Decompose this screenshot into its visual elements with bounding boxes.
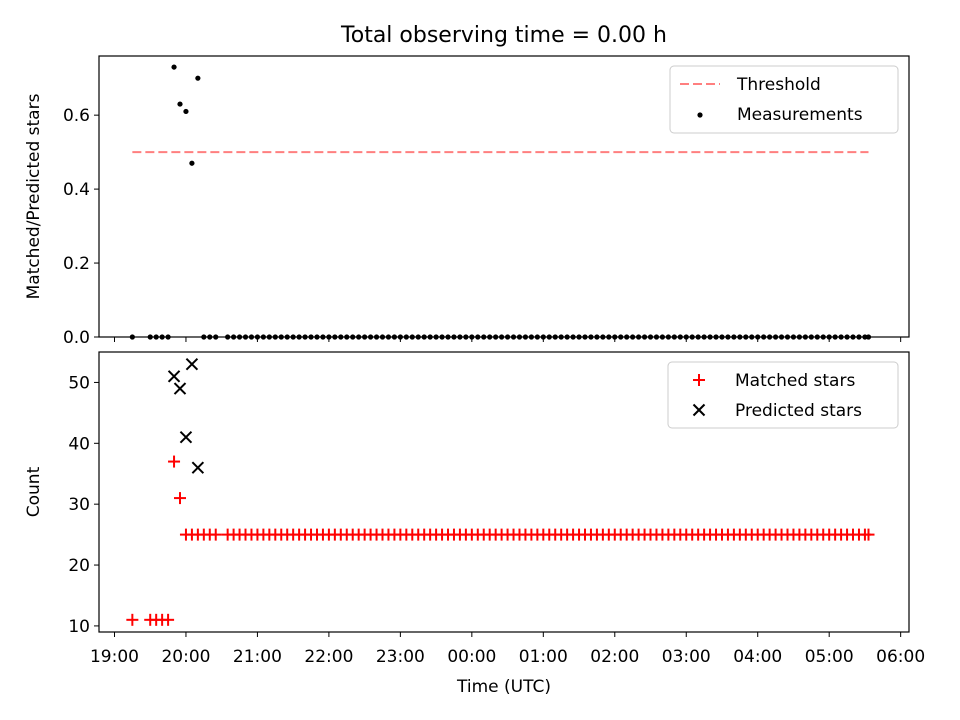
chart-title: Total observing time = 0.00 h bbox=[340, 23, 667, 48]
predicted-star-point bbox=[167, 370, 181, 383]
y-tick-label: 0.4 bbox=[63, 180, 90, 200]
predicted-star-point bbox=[185, 357, 199, 371]
legend: Matched stars Predicted stars bbox=[667, 361, 899, 429]
measurement-point bbox=[171, 64, 177, 70]
legend: Threshold Measurements bbox=[669, 65, 899, 134]
x-tick-label: 00:00 bbox=[447, 647, 496, 667]
legend-threshold-label: Threshold bbox=[736, 75, 821, 95]
measurement-point bbox=[183, 108, 189, 115]
x-tick-label: 19:00 bbox=[90, 647, 139, 667]
matched-star-point bbox=[862, 528, 875, 541]
x-tick-label: 04:00 bbox=[733, 647, 782, 667]
legend-measurement-swatch bbox=[697, 112, 703, 118]
y-axis-label: Count bbox=[24, 466, 44, 517]
measurement-point bbox=[189, 160, 195, 166]
legend-predicted-label: Predicted stars bbox=[735, 401, 862, 421]
x-tick-label: 01:00 bbox=[519, 647, 568, 667]
x-tick-label: 22:00 bbox=[304, 647, 353, 667]
y-tick-label: 30 bbox=[68, 495, 90, 515]
bottom-plot: 10 20 30 40 50 19:00 20:00 21:00 22:00 23:00 00:00… bbox=[24, 351, 925, 697]
measurement-point bbox=[195, 75, 201, 81]
legend-matched-label: Matched stars bbox=[735, 371, 855, 391]
cross-b bbox=[167, 370, 181, 383]
y-tick-label: 20 bbox=[68, 556, 90, 576]
y-tick-label: 10 bbox=[68, 617, 90, 637]
cross-b bbox=[179, 431, 193, 444]
matched-star-point bbox=[209, 528, 222, 541]
legend-measurement-label: Measurements bbox=[737, 105, 863, 125]
y-tick-label: 0.0 bbox=[63, 328, 90, 348]
bottom-plot-frame bbox=[98, 351, 910, 633]
x-tick-label: 03:00 bbox=[662, 647, 711, 667]
x-tick-label: 20:00 bbox=[161, 647, 210, 667]
matched-star-point bbox=[174, 492, 186, 505]
y-tick-label: 50 bbox=[68, 373, 90, 393]
matched-star-point bbox=[126, 613, 139, 626]
matched-star-point bbox=[168, 455, 181, 468]
legend-box bbox=[669, 65, 899, 134]
y-axis-label: Matched/Predicted stars bbox=[24, 93, 44, 299]
legend-predicted-swatch-b bbox=[692, 403, 706, 417]
matched-star-point bbox=[162, 613, 175, 626]
cross-b bbox=[191, 461, 205, 474]
measurement-point bbox=[177, 101, 183, 107]
x-tick-label: 23:00 bbox=[376, 647, 425, 667]
predicted-star-point bbox=[191, 461, 205, 474]
y-tick-label: 0.2 bbox=[63, 254, 90, 274]
top-plot: 0.0 0.2 0.4 0.6 Matched/Predicted stars Thres… bbox=[24, 55, 910, 348]
y-tick-label: 40 bbox=[68, 434, 90, 454]
top-plot-frame bbox=[98, 55, 910, 338]
predicted-star-point bbox=[179, 431, 193, 444]
predicted-star-point bbox=[173, 382, 187, 395]
x-axis-label: Time (UTC) bbox=[456, 677, 551, 697]
legend-box bbox=[667, 361, 899, 429]
cross-b bbox=[173, 382, 187, 395]
x-tick-label: 02:00 bbox=[590, 647, 639, 667]
x-tick-label: 06:00 bbox=[876, 647, 925, 667]
x-tick-label: 05:00 bbox=[805, 647, 854, 667]
y-tick-label: 0.6 bbox=[63, 106, 90, 126]
x-tick-label: 21:00 bbox=[233, 647, 282, 667]
cross-b bbox=[185, 357, 199, 371]
